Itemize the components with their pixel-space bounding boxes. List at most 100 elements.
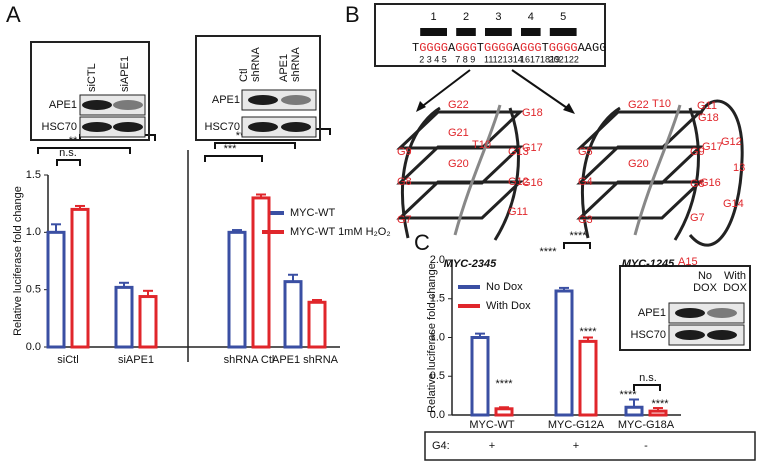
blot-strip xyxy=(668,302,745,324)
tract-bar xyxy=(456,28,476,36)
significance: **** xyxy=(579,326,597,338)
position-numbers: 11121314 xyxy=(484,54,523,64)
error-bar xyxy=(288,273,298,282)
significance: *** xyxy=(224,143,238,155)
residue-label: G14 xyxy=(723,198,744,210)
y-tick-label: 1.0 xyxy=(26,226,41,238)
legend-label: MYC-WT 1mM H₂O₂ xyxy=(290,226,391,238)
g4-value: + xyxy=(573,440,579,452)
significance: n.s. xyxy=(639,372,657,384)
bracket xyxy=(56,159,81,166)
strand xyxy=(673,107,700,241)
y-tick-label: 0.0 xyxy=(430,409,445,421)
x-tick-label: siCtl xyxy=(57,354,78,366)
strand xyxy=(580,106,621,239)
tract-number: 3 xyxy=(495,11,501,23)
arrow xyxy=(419,69,471,109)
error-bar xyxy=(51,223,61,233)
residue-label: G20 xyxy=(448,158,469,170)
position-numbers: 2 3 4 5 xyxy=(419,54,447,64)
residue-label: G5 xyxy=(578,146,593,158)
legend-label: No Dox xyxy=(486,281,523,293)
x-tick-label: MYC-G18A xyxy=(618,419,675,431)
residue-label: T10 xyxy=(652,98,671,110)
x-tick-label: MYC-WT xyxy=(469,419,514,431)
arrow-head xyxy=(563,103,575,114)
g4-value: + xyxy=(489,440,495,452)
band xyxy=(82,100,112,110)
significance: **** xyxy=(651,398,669,410)
residue-label: G21 xyxy=(448,127,469,139)
bar xyxy=(494,407,514,417)
residue-label: G12 xyxy=(508,176,529,188)
strand xyxy=(493,107,520,241)
residue-label: G16 xyxy=(522,177,543,189)
structure-name: MYC-2345 xyxy=(444,258,497,270)
sequence-part: GGG xyxy=(455,41,477,55)
significance: n.s. xyxy=(59,147,77,159)
sequence-part: A xyxy=(448,41,456,55)
residue-label: G18 xyxy=(522,107,543,119)
sequence-part: A xyxy=(513,41,521,55)
residue-label: T10 xyxy=(472,139,491,151)
strand xyxy=(633,104,682,236)
band xyxy=(675,330,705,340)
protein-label: HSC70 xyxy=(205,121,240,133)
significance: **** xyxy=(495,378,513,390)
residue-label: G9 xyxy=(690,146,705,158)
bracket xyxy=(633,384,661,391)
residue-label: A15 xyxy=(678,256,698,268)
residue-label: G11 xyxy=(697,100,717,112)
error-bar xyxy=(256,193,266,198)
error-bar xyxy=(232,229,242,233)
arrow-head xyxy=(416,101,426,112)
sequence-part: GGGG xyxy=(484,41,513,55)
blot-strip xyxy=(668,324,745,346)
strand xyxy=(453,104,502,236)
sequence-box xyxy=(374,3,606,67)
protein-label: HSC70 xyxy=(631,329,666,341)
residue-label: G17 xyxy=(702,141,723,153)
band xyxy=(707,308,737,318)
loop xyxy=(688,99,744,247)
residue-label: G20 xyxy=(628,158,649,170)
tract-bar xyxy=(485,28,512,36)
sequence-part: T xyxy=(542,41,549,55)
error-bar xyxy=(499,406,509,409)
tract-bar xyxy=(521,28,541,36)
residue-label: G12 xyxy=(721,136,742,148)
residue-label: G7 xyxy=(397,214,412,226)
y-tick-label: 2.0 xyxy=(430,254,445,266)
lane-label: No DOX xyxy=(693,270,718,294)
position-numbers: 7 8 9 xyxy=(455,54,475,64)
residue-label: G18 xyxy=(698,112,719,124)
sequence-part: GGGG xyxy=(419,41,448,55)
sequence-part: GGGG xyxy=(549,41,578,55)
error-bar xyxy=(583,336,593,342)
tract-number: 4 xyxy=(528,11,534,23)
residue-label: G8 xyxy=(397,176,412,188)
sequence-part: T xyxy=(412,41,419,55)
bar xyxy=(46,230,66,349)
bracket xyxy=(37,147,131,154)
band xyxy=(707,330,737,340)
residue-label: G16 xyxy=(700,177,721,189)
panel-letter: A xyxy=(6,2,21,27)
protein-label: HSC70 xyxy=(42,121,77,133)
legend-label: MYC-WT xyxy=(290,207,335,219)
blot-strip xyxy=(241,116,317,138)
residue-label: G3 xyxy=(578,214,593,226)
tract-bar xyxy=(549,28,577,36)
x-tick-label: APE1 shRNA xyxy=(272,354,339,366)
tract-bar xyxy=(420,28,447,36)
error-bar xyxy=(475,332,485,338)
residue-label: G17 xyxy=(522,142,543,154)
tract-number: 1 xyxy=(431,11,437,23)
panel-letter: B xyxy=(345,2,360,27)
blot-strip xyxy=(79,94,146,116)
bracket xyxy=(214,142,296,149)
error-bar xyxy=(75,204,85,210)
significance: ** xyxy=(236,130,245,142)
error-bar xyxy=(629,398,639,408)
bracket xyxy=(204,155,263,162)
